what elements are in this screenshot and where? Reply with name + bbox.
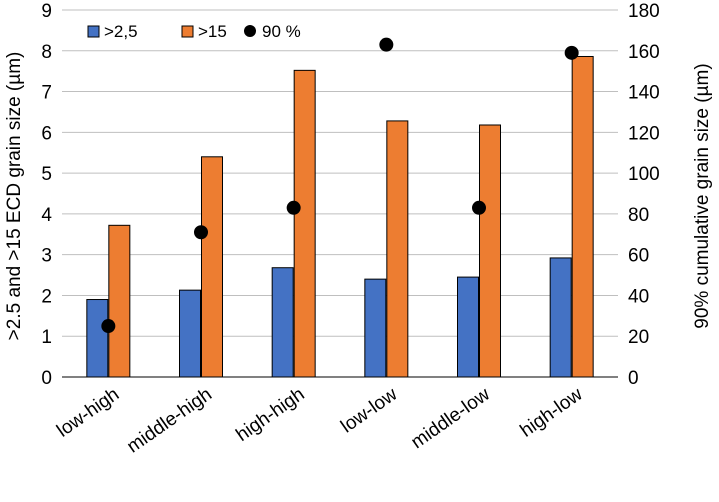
bar-gt2-5-middle-high <box>179 289 201 378</box>
right-tick-label: 120 <box>628 123 660 144</box>
left-tick-label: 6 <box>41 123 52 144</box>
bar-gt15-high-high <box>293 69 316 378</box>
bar-gt2-5-low-low <box>364 278 387 378</box>
point-90pct-high-low <box>564 45 579 60</box>
legend-swatch <box>87 25 100 38</box>
right-tick-label: 40 <box>628 286 649 307</box>
points <box>101 37 579 334</box>
left-tick-label: 2 <box>41 286 52 307</box>
legend-label: 90 % <box>262 22 301 41</box>
point-90pct-low-high <box>101 319 116 334</box>
legend-label: >15 <box>198 22 227 41</box>
right-tick-label: 180 <box>628 1 660 22</box>
category-label: low-high <box>53 384 123 442</box>
point-90pct-low-low <box>379 37 394 52</box>
gridlines <box>62 9 618 337</box>
legend: >2,5 >15 90 % <box>87 22 301 41</box>
bar-gt2-5-low-high <box>86 299 109 378</box>
right-tick-label: 160 <box>628 42 660 63</box>
category-label: high-low <box>517 384 587 442</box>
left-tick-label: 1 <box>41 327 52 348</box>
right-axis-title: 90% cumulative grain size (µm) <box>692 63 713 328</box>
left-tick-label: 9 <box>41 1 52 22</box>
bar-gt15-high-low <box>571 55 594 378</box>
category-label: low-low <box>337 384 401 438</box>
right-tick-label: 100 <box>628 164 660 185</box>
category-label: middle-high <box>123 384 216 458</box>
legend-label: >2,5 <box>104 22 138 41</box>
right-tick-label: 140 <box>628 83 660 104</box>
right-tick-label: 80 <box>628 205 649 226</box>
point-90pct-middle-low <box>472 200 486 215</box>
bar-gt15-low-high <box>108 224 131 378</box>
left-axis-ticks: 0 1 2 3 4 5 6 7 8 9 <box>41 1 52 389</box>
left-tick-label: 3 <box>41 246 52 267</box>
left-tick-label: 7 <box>41 83 52 104</box>
right-tick-label: 20 <box>628 327 649 348</box>
left-tick-label: 8 <box>41 42 52 63</box>
right-axis-ticks: 0 20 40 60 80 100 120 140 160 180 <box>628 1 660 389</box>
bars <box>86 55 594 378</box>
bar-gt2-5-high-high <box>271 267 294 378</box>
point-90pct-middle-high <box>194 225 208 240</box>
right-tick-label: 60 <box>628 246 649 267</box>
category-label: middle-low <box>407 384 494 453</box>
right-tick-label: 0 <box>628 368 639 389</box>
legend-swatch <box>244 25 256 37</box>
category-label: high-high <box>232 384 308 446</box>
bar-gt2-5-middle-low <box>457 276 479 378</box>
left-tick-label: 4 <box>41 205 52 226</box>
category-labels: low-high middle-high high-high low-low middl… <box>53 384 587 458</box>
bar-gt15-middle-high <box>201 156 223 378</box>
left-tick-label: 5 <box>41 164 52 185</box>
bar-gt2-5-high-low <box>549 257 572 378</box>
point-90pct-high-high <box>286 200 301 215</box>
bar-gt15-low-low <box>386 120 409 378</box>
legend-swatch <box>181 25 194 38</box>
bar-gt15-middle-low <box>479 124 501 378</box>
left-axis-title: >2.5 and >15 ECD grain size (µm) <box>4 52 25 341</box>
left-tick-label: 0 <box>41 368 52 389</box>
